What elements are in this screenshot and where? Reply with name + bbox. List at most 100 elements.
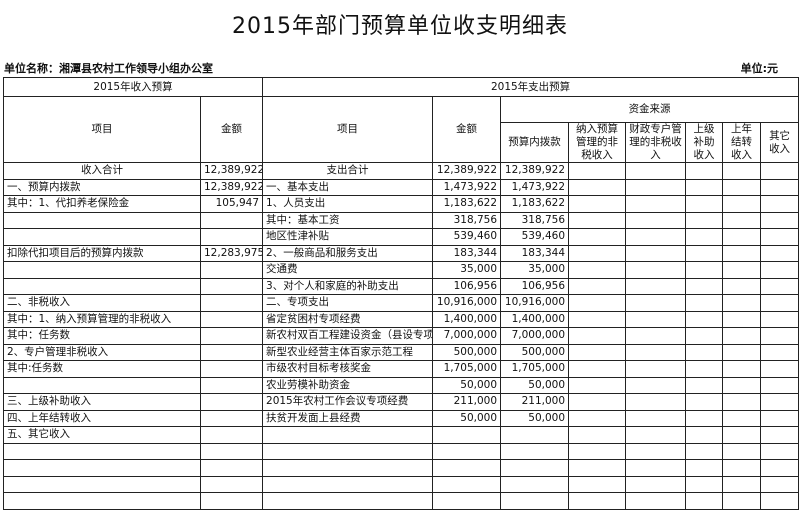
table-row: 地区性津补贴 539,460 539,460: [3, 228, 800, 246]
cell: 1,400,000: [500, 310, 570, 328]
table-row: 五、其它收入: [3, 426, 800, 444]
cell: 35,000: [432, 261, 502, 279]
cell: [199, 492, 264, 510]
source-header: 上年结转收入: [722, 122, 762, 163]
cell: [685, 409, 724, 427]
cell: [625, 459, 687, 477]
table-row: 三、上级补助收入 2015年农村工作会议专项经费 211,000 211,000: [3, 393, 800, 411]
column-header: 项目: [3, 96, 201, 163]
cell: 2015年农村工作会议专项经费: [262, 393, 434, 411]
cell: [625, 426, 687, 444]
cell: [760, 409, 800, 427]
cell: 1,400,000: [432, 310, 502, 328]
table-row: 其中:任务数 市级农村目标考核奖金 1,705,000 1,705,000: [3, 360, 800, 378]
cell: 50,000: [500, 409, 570, 427]
cell: 12,389,922: [500, 162, 570, 180]
cell: 183,344: [432, 244, 502, 262]
cell: [199, 475, 264, 493]
cell: [722, 459, 762, 477]
cell: [432, 459, 502, 477]
cell: [760, 327, 800, 345]
cell: [568, 393, 627, 411]
cell: [722, 343, 762, 361]
cell: [625, 228, 687, 246]
cell: 10,916,000: [500, 294, 570, 312]
cell: [685, 310, 724, 328]
cell: 一、预算内拨款: [3, 178, 201, 196]
source-header: 财政专户管理的非税收入: [625, 122, 687, 163]
cell: 新型农业经营主体百家示范工程: [262, 343, 434, 361]
cell: [568, 376, 627, 394]
cell: 105,947: [199, 195, 264, 213]
cell: [722, 310, 762, 328]
cell: [760, 376, 800, 394]
cell: [760, 442, 800, 460]
cell: 1,183,622: [432, 195, 502, 213]
cell: [199, 310, 264, 328]
cell: [760, 178, 800, 196]
cell: [199, 277, 264, 295]
cell: 12,389,922: [199, 162, 264, 180]
cell: 其中:任务数: [3, 360, 201, 378]
cell: [625, 277, 687, 295]
source-header: 预算内拨款: [500, 122, 570, 163]
cell: 3、对个人和家庭的补助支出: [262, 277, 434, 295]
cell: [722, 442, 762, 460]
cell: 106,956: [500, 277, 570, 295]
cell: [568, 459, 627, 477]
cell: [568, 360, 627, 378]
table-row: [3, 492, 800, 510]
cell: 1,705,000: [500, 360, 570, 378]
cell: [722, 492, 762, 510]
cell: [760, 426, 800, 444]
cell: 扶贫开发面上县经费: [262, 409, 434, 427]
cell: [3, 492, 201, 510]
cell: [760, 459, 800, 477]
cell: 1、人员支出: [262, 195, 434, 213]
cell: [722, 393, 762, 411]
cell: [760, 244, 800, 262]
cell: 三、上级补助收入: [3, 393, 201, 411]
cell: [685, 261, 724, 279]
cell: [625, 327, 687, 345]
cell: [625, 261, 687, 279]
unit: 单位:元: [740, 62, 778, 75]
cell: [625, 195, 687, 213]
cell: 318,756: [500, 211, 570, 229]
cell: [625, 442, 687, 460]
cell: [199, 327, 264, 345]
cell: [625, 343, 687, 361]
table-row: 农业劳模补助资金 50,000 50,000: [3, 376, 800, 394]
cell: [3, 211, 201, 229]
cell: [685, 211, 724, 229]
cell: [568, 277, 627, 295]
cell: [199, 228, 264, 246]
cell: [722, 360, 762, 378]
cell: 12,389,922: [432, 162, 502, 180]
cell: [685, 376, 724, 394]
column-header: 资金来源: [500, 96, 800, 123]
cell: [568, 211, 627, 229]
cell: [722, 376, 762, 394]
cell: 农业劳模补助资金: [262, 376, 434, 394]
cell: 收入合计: [3, 162, 201, 180]
cell: [685, 442, 724, 460]
table-row: 四、上年结转收入 扶贫开发面上县经费 50,000 50,000: [3, 409, 800, 427]
cell: [568, 426, 627, 444]
cell: [685, 244, 724, 262]
cell: [199, 459, 264, 477]
cell: [722, 294, 762, 312]
cell: [3, 277, 201, 295]
table-row: 其中：基本工资 318,756 318,756: [3, 211, 800, 229]
table-row: 交通费 35,000 35,000: [3, 261, 800, 279]
cell: [722, 277, 762, 295]
cell: 2、一般商品和服务支出: [262, 244, 434, 262]
cell: [685, 178, 724, 196]
cell: [685, 327, 724, 345]
cell: 12,283,975: [199, 244, 264, 262]
cell: [722, 409, 762, 427]
cell: [760, 195, 800, 213]
cell: [760, 211, 800, 229]
cell: [685, 426, 724, 444]
